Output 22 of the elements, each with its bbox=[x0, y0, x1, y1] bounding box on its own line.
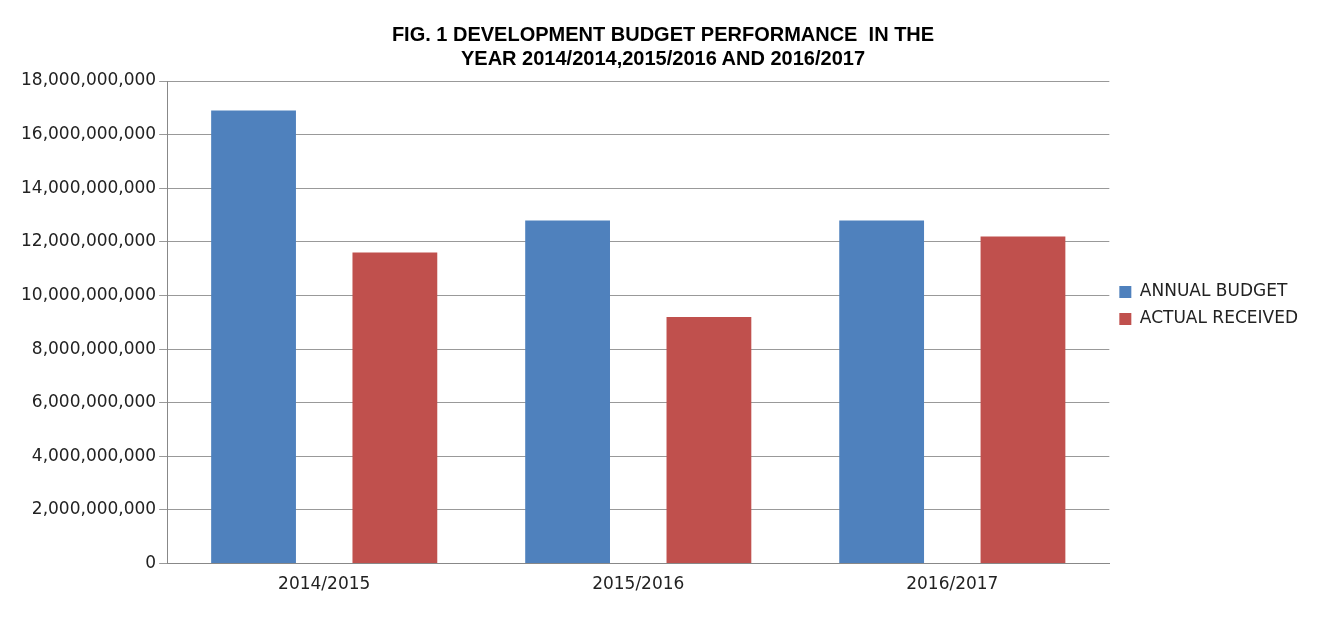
y-tick-label: 8,000,000,000 bbox=[31, 337, 157, 358]
y-tick-label: 6,000,000,000 bbox=[31, 391, 157, 412]
bar bbox=[666, 316, 752, 564]
x-tick-label: 2014/2015 bbox=[278, 573, 371, 594]
y-tick-label: 2,000,000,000 bbox=[31, 498, 157, 519]
bar bbox=[525, 220, 610, 564]
y-tick-label: 12,000,000,000 bbox=[21, 230, 157, 251]
y-tick-label: 4,000,000,000 bbox=[31, 444, 157, 465]
bar bbox=[211, 110, 296, 564]
x-tick-label: 2016/2017 bbox=[906, 573, 999, 594]
x-tick-label: 2015/2016 bbox=[592, 573, 685, 594]
y-tick-label: 10,000,000,000 bbox=[21, 283, 157, 304]
bar bbox=[839, 220, 925, 564]
chart-title: FIG. 1 DEVELOPMENT BUDGET PERFORMANCE IN THE YEAR 2014/2014,2015/2016 AND 2016/2017 bbox=[391, 22, 935, 69]
y-tick-label: 0 bbox=[145, 552, 157, 573]
y-tick-label: 14,000,000,000 bbox=[21, 176, 157, 197]
y-tick-label: 18,000,000,000 bbox=[21, 69, 157, 90]
bar bbox=[980, 236, 1066, 564]
legend-label: ANNUAL BUDGET bbox=[1139, 280, 1288, 301]
bar bbox=[352, 252, 438, 564]
legend-label: ACTUAL RECEIVED bbox=[1139, 307, 1298, 328]
y-tick-label: 16,000,000,000 bbox=[21, 123, 157, 144]
